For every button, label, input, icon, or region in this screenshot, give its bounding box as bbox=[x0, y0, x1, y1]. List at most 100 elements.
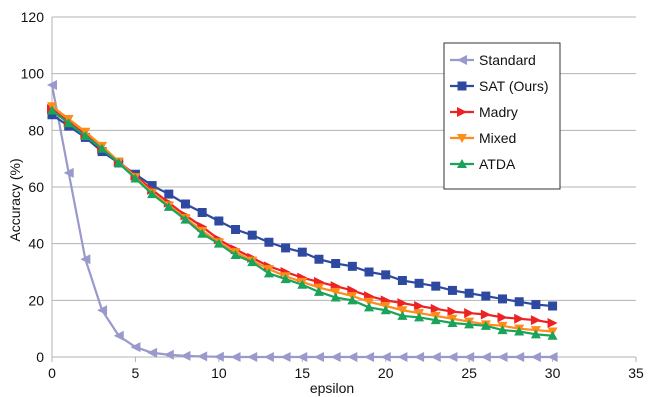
x-tick-label: 25 bbox=[461, 365, 477, 381]
data-point bbox=[330, 287, 341, 297]
axes: 0 20 40 60 80 100 120 0 5 10 15 20 25 30 35 bbox=[21, 9, 644, 381]
y-tick-label: 40 bbox=[28, 236, 44, 252]
data-point bbox=[47, 80, 57, 90]
y-tick-label: 80 bbox=[28, 122, 44, 138]
legend-marker bbox=[457, 107, 467, 117]
legend-item: Standard bbox=[450, 52, 536, 68]
data-point bbox=[297, 279, 308, 289]
data-point bbox=[530, 315, 541, 326]
data-point bbox=[231, 225, 241, 234]
legend-marker bbox=[457, 55, 467, 65]
legend-item: Madry bbox=[450, 104, 518, 120]
legend-item: Mixed bbox=[450, 130, 516, 146]
legend-label: Madry bbox=[479, 104, 518, 120]
data-point bbox=[113, 330, 124, 341]
y-tick-label: 20 bbox=[28, 292, 44, 308]
legend-label: Standard bbox=[479, 52, 536, 68]
data-point bbox=[497, 312, 508, 323]
data-point bbox=[147, 181, 157, 191]
data-point bbox=[313, 352, 324, 362]
data-point bbox=[297, 247, 307, 257]
data-point bbox=[430, 315, 441, 325]
data-point bbox=[447, 352, 458, 362]
data-point bbox=[347, 261, 357, 271]
data-point bbox=[213, 238, 224, 248]
data-point bbox=[63, 118, 74, 128]
legend-label: SAT (Ours) bbox=[479, 78, 549, 94]
legend-label: ATDA bbox=[479, 156, 516, 172]
data-point bbox=[481, 291, 491, 301]
series-layer bbox=[47, 80, 558, 362]
data-point bbox=[314, 254, 324, 264]
x-tick-label: 20 bbox=[378, 365, 394, 381]
data-point bbox=[414, 278, 424, 288]
x-axis-title: epsilon bbox=[310, 380, 354, 396]
data-point bbox=[514, 352, 525, 362]
data-point bbox=[263, 352, 274, 362]
data-point bbox=[381, 270, 391, 280]
data-point bbox=[530, 329, 541, 339]
data-point bbox=[147, 189, 158, 199]
data-point bbox=[414, 352, 425, 362]
data-point bbox=[147, 347, 158, 358]
data-point bbox=[180, 199, 190, 209]
data-point bbox=[364, 297, 375, 307]
data-point bbox=[547, 318, 558, 328]
data-point bbox=[130, 173, 141, 183]
data-point bbox=[80, 254, 91, 265]
data-point bbox=[180, 214, 191, 224]
series-4 bbox=[47, 105, 558, 340]
legend-item: ATDA bbox=[450, 156, 516, 172]
x-tick-label: 0 bbox=[48, 365, 56, 381]
data-point bbox=[247, 230, 257, 240]
data-point bbox=[514, 326, 525, 336]
y-tick-label: 0 bbox=[36, 349, 44, 365]
data-point bbox=[447, 306, 458, 317]
x-tick-label: 35 bbox=[628, 365, 644, 381]
data-point bbox=[197, 351, 208, 362]
data-point bbox=[464, 319, 475, 329]
data-point bbox=[230, 250, 241, 259]
data-point bbox=[330, 292, 341, 302]
data-point bbox=[214, 216, 224, 226]
legend-marker bbox=[457, 81, 467, 91]
data-point bbox=[514, 313, 525, 324]
x-tick-label: 15 bbox=[294, 365, 310, 381]
data-point bbox=[97, 305, 108, 316]
data-point bbox=[414, 301, 425, 311]
data-point bbox=[480, 320, 491, 330]
data-point bbox=[263, 268, 274, 278]
data-point bbox=[113, 157, 124, 167]
data-point bbox=[548, 301, 558, 311]
data-point bbox=[197, 208, 207, 217]
data-point bbox=[464, 288, 474, 298]
data-point bbox=[380, 305, 391, 315]
y-tick-label: 60 bbox=[28, 179, 44, 195]
data-point bbox=[497, 325, 508, 335]
data-point bbox=[464, 352, 475, 362]
data-point bbox=[347, 352, 358, 362]
data-point bbox=[431, 281, 441, 291]
legend-label: Mixed bbox=[479, 130, 516, 146]
data-point bbox=[447, 318, 458, 327]
data-point bbox=[414, 312, 425, 322]
data-point bbox=[97, 143, 108, 153]
data-point bbox=[397, 310, 408, 320]
data-point bbox=[247, 257, 258, 267]
data-point bbox=[397, 352, 408, 362]
data-point bbox=[447, 285, 457, 295]
data-point bbox=[63, 167, 74, 178]
data-point bbox=[47, 110, 57, 120]
legend-item: SAT (Ours) bbox=[450, 78, 549, 94]
data-point bbox=[281, 243, 291, 253]
data-point bbox=[180, 350, 191, 361]
data-point bbox=[397, 276, 407, 285]
data-point bbox=[397, 306, 408, 316]
data-point bbox=[364, 352, 375, 362]
data-point bbox=[280, 274, 291, 284]
data-point bbox=[331, 259, 341, 268]
data-point bbox=[480, 309, 491, 320]
data-point bbox=[230, 352, 241, 362]
data-point bbox=[280, 352, 291, 362]
